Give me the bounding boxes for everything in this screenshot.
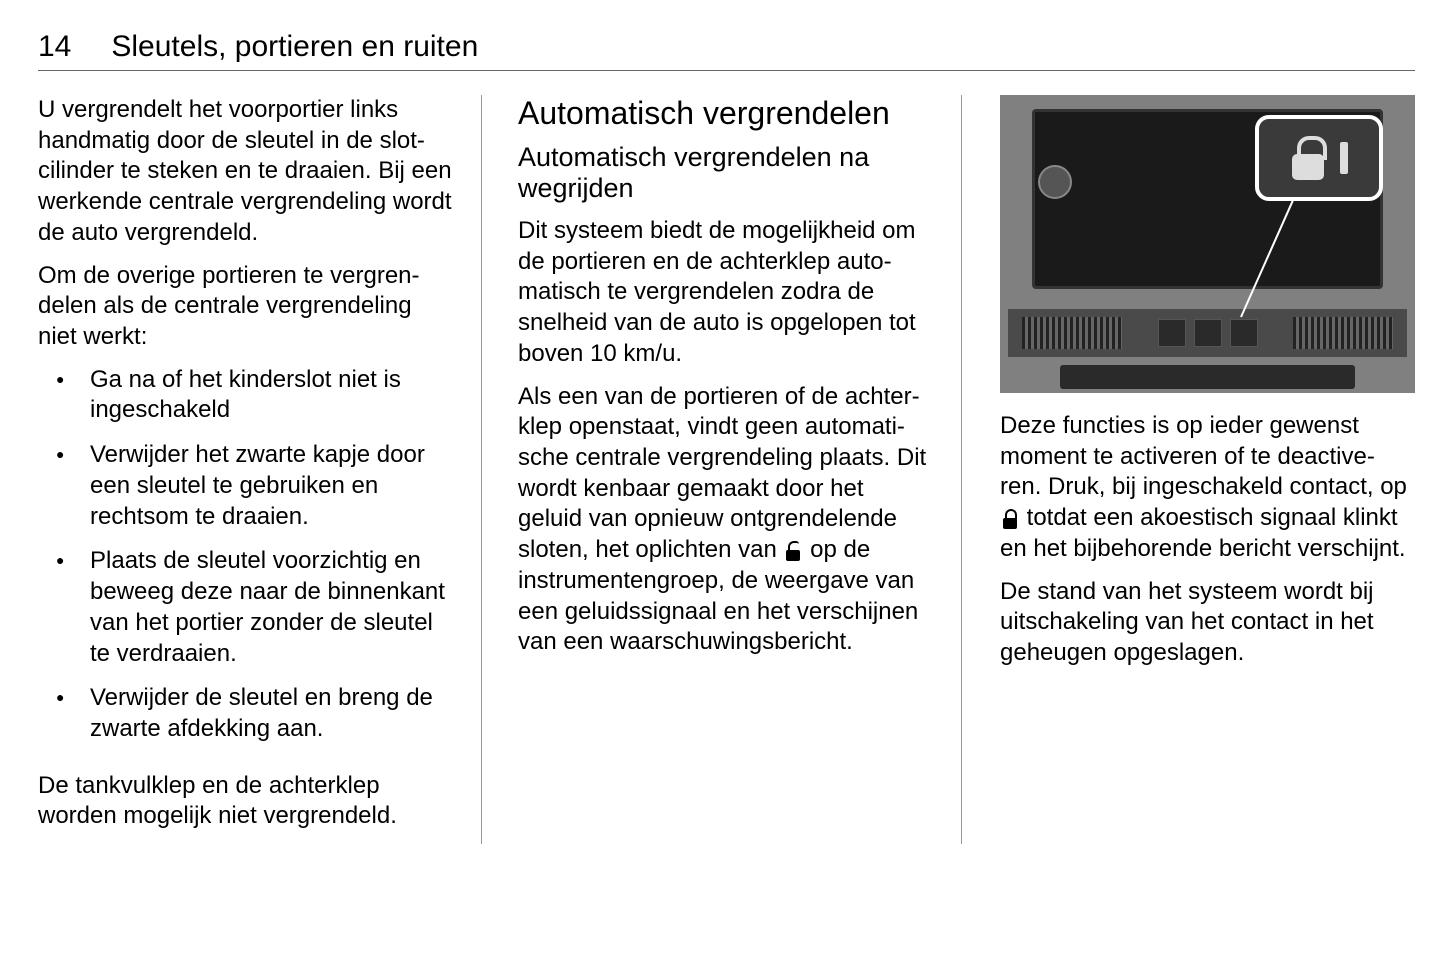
console-button — [1158, 319, 1186, 347]
col3-para1-part2: totdat een akoestisch signaal klinkt en … — [1000, 504, 1406, 562]
console-button — [1230, 319, 1258, 347]
list-item: Verwijder het zwarte kapje door een sleu… — [38, 440, 453, 532]
column-2: Automatisch vergrendelen Automatisch ver… — [512, 95, 962, 844]
center-console — [1008, 309, 1407, 357]
content-columns: U vergrendelt het voorportier links hand… — [38, 95, 1415, 844]
col2-para1: Dit systeem biedt de mogelijkheid om de … — [518, 216, 933, 370]
col1-para1: U vergrendelt het voorportier links hand… — [38, 95, 453, 249]
center-buttons — [1158, 319, 1258, 347]
air-vent — [1022, 317, 1122, 349]
lock-button-callout — [1255, 115, 1383, 201]
col3-para1: Deze functies is op ieder gewenst moment… — [1000, 411, 1415, 565]
air-vent — [1293, 317, 1393, 349]
col1-para3: De tankvulklep en de achterklep worden m… — [38, 771, 453, 832]
control-knob — [1038, 165, 1072, 199]
list-item: Plaats de sleutel voorzichtig en beweeg … — [38, 546, 453, 669]
col3-para1-part1: Deze functies is op ieder gewenst moment… — [1000, 412, 1407, 500]
list-item: Verwijder de sleutel en breng de zwarte … — [38, 683, 453, 744]
page-number: 14 — [38, 30, 71, 64]
lock-icon — [1290, 136, 1326, 180]
col1-para2: Om de overige portieren te vergren-delen… — [38, 261, 453, 353]
console-button — [1194, 319, 1222, 347]
subsection-heading: Automatisch vergrendelen na wegrijden — [518, 142, 933, 204]
col2-para2: Als een van de portieren of de achter-kl… — [518, 382, 933, 658]
lock-icon — [1002, 509, 1018, 529]
list-item: Ga na of het kinderslot niet is ingescha… — [38, 365, 453, 426]
dashboard-illustration — [1000, 95, 1415, 393]
chapter-title: Sleutels, portieren en ruiten — [111, 30, 478, 64]
section-heading: Automatisch vergrendelen — [518, 95, 933, 132]
column-3: Deze functies is op ieder gewenst moment… — [992, 95, 1415, 844]
lower-slot — [1060, 365, 1355, 389]
col1-bullet-list: Ga na of het kinderslot niet is ingescha… — [38, 365, 453, 759]
column-1: U vergrendelt het voorportier links hand… — [38, 95, 482, 844]
indicator-light — [1340, 142, 1348, 174]
col3-para2: De stand van het systeem wordt bij uitsc… — [1000, 577, 1415, 669]
unlock-icon — [786, 541, 802, 561]
page-header: 14 Sleutels, portieren en ruiten — [38, 30, 1415, 71]
